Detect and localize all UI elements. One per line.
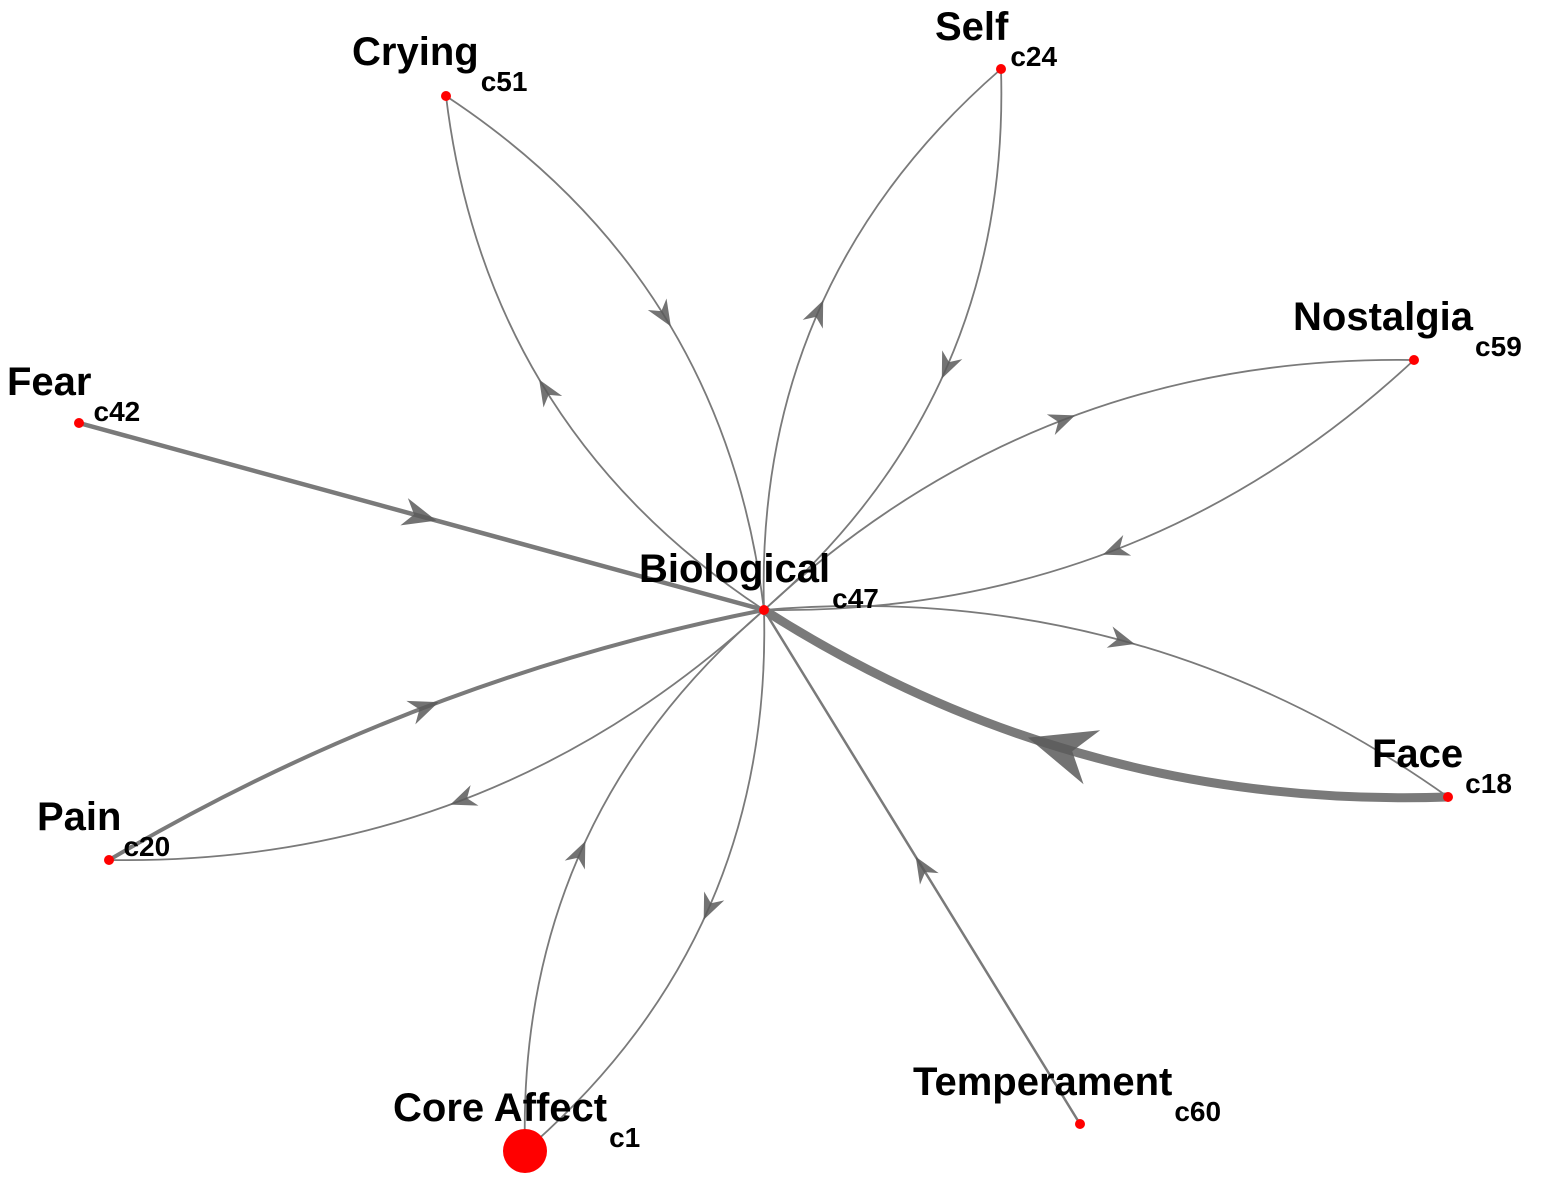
arrowhead-c59-to-c47 [1102,535,1132,556]
label-c1-code: c1 [609,1122,640,1153]
label-c51-name: Crying [352,30,479,74]
nodes-layer [74,64,1453,1173]
arrowhead-c47-to-c20 [450,785,479,806]
node-c20[interactable] [104,855,114,865]
label-c18-code: c18 [1465,768,1512,799]
label-c59-code: c59 [1475,331,1522,362]
arrowhead-c42-to-c47 [400,498,437,526]
node-c59[interactable] [1409,355,1419,365]
arrowhead-c47-to-c51 [539,379,563,408]
label-c18-name: Face [1372,732,1463,776]
label-c24: Selfc24 [935,5,1058,72]
edge-c59-to-c47 [763,359,1415,611]
labels-layer: Biologicalc47Cryingc51Selfc24Nostalgiac5… [7,5,1522,1153]
edge-c20-to-c47 [107,608,766,862]
edge-c47-to-c1 [524,609,766,1152]
label-c24-code: c24 [1010,41,1057,72]
arrowhead-c47-to-c59 [1046,414,1076,435]
edge-c47-to-c51 [445,95,765,611]
label-c42: Fearc42 [7,360,140,427]
edge-c51-to-c47 [445,95,765,611]
node-c18[interactable] [1443,792,1453,802]
label-c60: Temperamentc60 [913,1060,1221,1127]
label-c1-name: Core Affect [393,1086,607,1130]
label-c20-code: c20 [123,831,170,862]
edge-c47-to-c18 [763,605,1449,798]
edge-c47-to-c20 [108,609,765,861]
node-c1[interactable] [503,1129,547,1173]
arrowhead-c47-to-c1 [703,891,725,920]
edge-c47-to-c59 [763,359,1415,611]
arrowhead-c1-to-c47 [564,841,586,870]
node-c24[interactable] [996,64,1006,74]
arrowhead-c47-to-c18 [1106,626,1135,648]
label-c59-name: Nostalgia [1293,295,1474,339]
edge-c47-to-c24 [762,68,1002,611]
label-c24-name: Self [935,5,1009,49]
edge-c24-to-c47 [763,68,1003,611]
label-c47: Biologicalc47 [639,547,879,614]
arrowhead-c47-to-c24 [802,300,824,329]
label-c47-code: c47 [832,583,879,614]
label-c20-name: Pain [37,795,121,839]
edges-layer [76,68,1453,1152]
node-c60[interactable] [1075,1119,1085,1129]
arrowhead-c18-to-c47 [1027,730,1101,785]
label-c42-code: c42 [94,396,141,427]
arrowhead-c20-to-c47 [406,700,439,725]
node-c42[interactable] [74,418,84,428]
arrowhead-c51-to-c47 [647,298,671,327]
node-c47[interactable] [759,605,769,615]
label-c47-name: Biological [639,547,830,591]
label-c42-name: Fear [7,360,92,404]
label-c51-code: c51 [481,66,528,97]
label-c51: Cryingc51 [352,30,527,97]
label-c1: Core Affectc1 [393,1086,640,1153]
label-c59: Nostalgiac59 [1293,295,1522,362]
arrowhead-c60-to-c47 [915,856,939,885]
edge-c1-to-c47 [523,609,765,1152]
arrowhead-c24-to-c47 [941,350,963,379]
label-c18: Facec18 [1372,732,1512,799]
label-c60-code: c60 [1174,1096,1221,1127]
node-c51[interactable] [441,91,451,101]
label-c20: Painc20 [37,795,170,862]
label-c60-name: Temperament [913,1060,1172,1104]
edge-c18-to-c47 [759,605,1453,803]
